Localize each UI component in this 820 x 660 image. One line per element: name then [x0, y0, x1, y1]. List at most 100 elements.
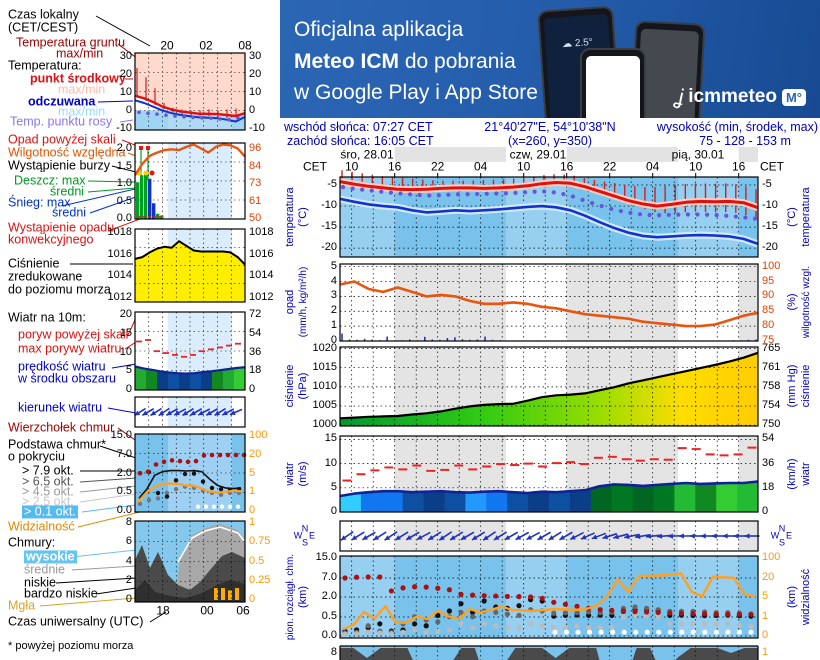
- tick-label: -20: [321, 241, 337, 254]
- compass-icon-left: N: [301, 523, 309, 534]
- tick-label: -15: [321, 220, 337, 233]
- tick-label: -20: [762, 241, 778, 254]
- banner-line2-rest: do pobrania: [399, 49, 516, 73]
- banner-line2-bold: Meteo ICM: [294, 49, 399, 73]
- legend-cis1: Ciśnienie: [8, 256, 60, 271]
- tick-label: 5: [762, 590, 769, 603]
- legend-konw2: konwekcyjnego: [8, 232, 94, 247]
- tick-label: 20: [119, 68, 132, 81]
- icmmeteo-logo: ʝ icmmeteo M°: [672, 83, 806, 110]
- tick-label: (mm Hg): [786, 364, 799, 408]
- tick-label: 15: [324, 432, 337, 445]
- mini-clouds-chart: [134, 433, 247, 513]
- banner-text: Oficjalna aplikacja Meteo ICM do pobrani…: [294, 14, 538, 109]
- legend-o25: > 2.5 okt.: [22, 494, 74, 509]
- tick-label: 1.0: [116, 177, 132, 190]
- legend-sre: średnie: [24, 562, 65, 577]
- time-axis: [351, 147, 758, 177]
- legend-widz: Widzialność: [8, 519, 75, 534]
- tick-label: 4: [330, 274, 337, 287]
- tick-label: 5: [125, 364, 132, 377]
- tick-label: 5: [330, 259, 337, 272]
- tick-label: 20: [249, 447, 262, 460]
- clouds-visibility-chart: [339, 555, 759, 639]
- tick-label: 1014: [249, 269, 274, 282]
- mini-pressure-chart: [134, 228, 246, 303]
- legend-pods2: o pokryciu: [8, 449, 65, 464]
- axis-temperatura-left: temperatura: [284, 187, 297, 247]
- hour-label: 16: [732, 159, 746, 174]
- tick-label: 0.5: [321, 610, 337, 623]
- tick-label: S: [778, 537, 786, 548]
- tick-label: 1014: [107, 269, 132, 282]
- tick-label: (km): [297, 586, 310, 608]
- tick-label: 0: [249, 104, 256, 117]
- tick-label: 18: [249, 364, 262, 377]
- tick-label: 2.0: [116, 142, 132, 155]
- tick-label: 10: [119, 345, 132, 358]
- tick-label: 100: [762, 259, 781, 272]
- tick-label: 75: [762, 334, 775, 347]
- legend-ssr: średni: [52, 205, 87, 220]
- tick-label: 765: [762, 341, 781, 354]
- mini-temp-chart: [134, 52, 246, 131]
- tick-label: 85: [762, 304, 775, 317]
- day-label: śro, 28.01: [340, 147, 394, 162]
- axis-wiatr: wiatr: [284, 462, 297, 486]
- axis-wiatr-right: wiatr: [800, 462, 813, 486]
- tick-label: 0.5: [116, 485, 132, 498]
- legend-poryw: poryw powyżej skali: [18, 327, 129, 342]
- legend-chm: Chmury:: [8, 535, 56, 550]
- tick-label: -10: [762, 199, 778, 212]
- tick-label: (m/s): [297, 461, 310, 487]
- tick-label: (km): [786, 586, 799, 608]
- tick-label: 10: [324, 456, 337, 469]
- legend-mm1: max/min: [58, 82, 106, 97]
- legend-wilg: Wilgotność względna: [8, 145, 126, 160]
- utc-hour-label: 06: [236, 603, 250, 618]
- hour-label: 16: [388, 159, 402, 174]
- legend-tgrmm: max/min: [56, 46, 104, 61]
- cet-label-right: CET: [760, 159, 784, 174]
- tick-label: 54: [762, 432, 775, 445]
- tick-label: 1.5: [116, 159, 132, 172]
- tick-label: (%): [786, 293, 799, 311]
- altitude-label: wysokość (min, środek, max): [656, 120, 818, 134]
- tick-label: 18: [762, 481, 775, 494]
- app-banner[interactable]: Oficjalna aplikacja Meteo ICM do pobrani…: [280, 0, 820, 118]
- tick-label: 750: [762, 418, 781, 431]
- tick-label: 50: [249, 212, 262, 225]
- tick-label: 1010: [312, 380, 337, 393]
- tick-label: 1000: [312, 418, 337, 431]
- legend-psr: punkt środkowy: [30, 71, 126, 86]
- tick-label: -10: [249, 122, 265, 135]
- legend-kier: kierunek wiatru: [18, 400, 103, 415]
- tick-label: 02: [199, 38, 213, 53]
- tick-label: 0.0: [116, 504, 132, 517]
- tick-label: 0.5: [116, 194, 132, 207]
- hour-label: 10: [345, 159, 359, 174]
- mini-precip-chart: [133, 142, 246, 220]
- tick-label: -10: [321, 199, 337, 212]
- tick-label: 2.0: [116, 466, 132, 479]
- tick-label: 5: [330, 481, 337, 494]
- tick-label: 2: [125, 573, 132, 586]
- tick-label: E: [785, 530, 793, 541]
- tick-label: 30: [119, 50, 132, 63]
- sunset-text: zachód słońca: 16:05 CET: [287, 134, 434, 148]
- legend-o45: > 4.5 okt.: [22, 484, 74, 499]
- coords-text: 21°40'27"E, 54°10'38"N: [484, 120, 616, 134]
- tick-label: (hPa): [297, 372, 310, 400]
- utc-hour-label: 00: [200, 603, 214, 618]
- tick-label: 1016: [249, 247, 274, 260]
- hour-label: 10: [517, 159, 531, 174]
- tick-label: (°C): [786, 207, 799, 227]
- axis-wilgotnosc: wilgotność wzgl.: [800, 265, 812, 339]
- wind-direction-chart: [339, 520, 760, 552]
- legend-konw1: Wystąpienie opadu: [8, 220, 115, 235]
- tick-label: W: [770, 530, 780, 541]
- tick-label: 0: [249, 383, 256, 396]
- banner-line1: Oficjalna aplikacja: [294, 18, 464, 41]
- tick-label: 15: [119, 326, 132, 339]
